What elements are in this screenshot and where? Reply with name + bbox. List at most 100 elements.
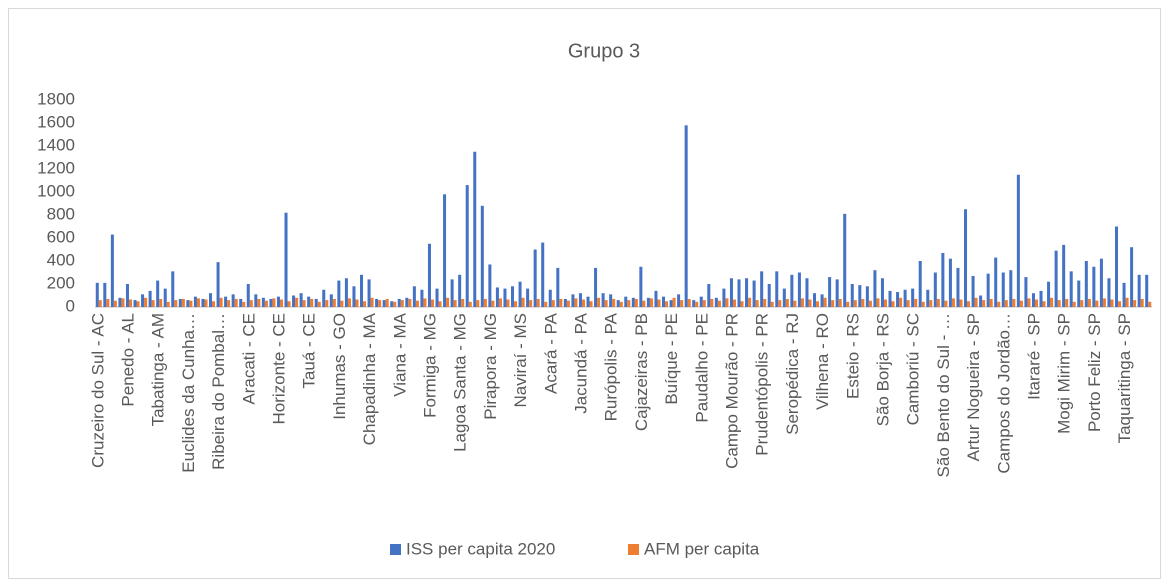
bar bbox=[1042, 301, 1046, 307]
bar bbox=[581, 299, 585, 307]
bar bbox=[740, 301, 744, 307]
bar bbox=[710, 298, 714, 307]
x-tick-label: Prudentópolis - PR bbox=[753, 313, 772, 456]
bar bbox=[1133, 300, 1137, 307]
bar bbox=[98, 300, 102, 307]
bar bbox=[279, 299, 283, 307]
bar bbox=[548, 289, 552, 307]
y-tick-label: 600 bbox=[47, 227, 75, 246]
bar bbox=[823, 297, 827, 307]
bar bbox=[385, 298, 389, 307]
x-tick-label: Tauá - CE bbox=[300, 313, 319, 389]
bar bbox=[1050, 297, 1054, 307]
bar bbox=[405, 297, 409, 307]
x-tick-label: Penedo - AL bbox=[118, 313, 137, 407]
bar bbox=[239, 298, 243, 307]
bar bbox=[1004, 300, 1008, 307]
bar bbox=[1092, 266, 1096, 307]
x-tick-label: Mogi Mirim - SP bbox=[1055, 313, 1074, 434]
bar bbox=[903, 289, 907, 307]
bar bbox=[103, 282, 107, 307]
x-tick-label: Inhumas - GO bbox=[330, 313, 349, 420]
bar bbox=[151, 300, 155, 307]
bar bbox=[876, 298, 880, 307]
bar bbox=[559, 298, 563, 307]
bar bbox=[921, 301, 925, 307]
bar bbox=[393, 301, 397, 307]
bar bbox=[264, 300, 268, 307]
bar bbox=[880, 278, 884, 307]
bar bbox=[224, 296, 228, 307]
bar bbox=[113, 300, 117, 307]
bar bbox=[808, 299, 812, 307]
bar bbox=[1024, 277, 1028, 307]
bar bbox=[956, 267, 960, 307]
bar bbox=[196, 298, 200, 307]
bar bbox=[473, 151, 477, 307]
bar bbox=[1087, 298, 1091, 307]
bar bbox=[989, 298, 993, 307]
bar bbox=[944, 300, 948, 307]
y-tick-label: 400 bbox=[47, 250, 75, 269]
y-tick-label: 800 bbox=[47, 204, 75, 223]
bar bbox=[269, 298, 273, 307]
bar bbox=[838, 298, 842, 307]
bar bbox=[1084, 261, 1088, 307]
bar bbox=[624, 296, 628, 307]
bar bbox=[597, 297, 601, 307]
bar bbox=[329, 294, 333, 307]
x-tick-label: Camboriú - SC bbox=[904, 313, 923, 425]
bar bbox=[375, 298, 379, 307]
bar bbox=[986, 273, 990, 307]
bar bbox=[619, 301, 623, 307]
bar bbox=[914, 298, 918, 307]
bar bbox=[443, 194, 447, 307]
bar bbox=[231, 294, 235, 307]
bar bbox=[1145, 274, 1149, 307]
bar bbox=[1065, 298, 1069, 307]
bar bbox=[1034, 299, 1038, 307]
x-tick-label: Buíque - PE bbox=[662, 313, 681, 405]
bar bbox=[1130, 247, 1134, 307]
bar bbox=[249, 300, 253, 307]
bar bbox=[732, 299, 736, 307]
bar bbox=[121, 298, 125, 307]
bar bbox=[828, 277, 832, 307]
bar bbox=[412, 286, 416, 307]
bar bbox=[458, 274, 462, 307]
bar bbox=[1001, 272, 1005, 307]
bar bbox=[189, 300, 193, 307]
bar bbox=[722, 288, 726, 307]
bar bbox=[400, 300, 404, 307]
bar bbox=[325, 300, 329, 307]
bar bbox=[714, 297, 718, 307]
bar bbox=[692, 300, 696, 307]
bar bbox=[959, 299, 963, 307]
bar bbox=[642, 300, 646, 307]
bar bbox=[257, 298, 261, 307]
bar bbox=[1137, 274, 1141, 307]
bar bbox=[254, 294, 258, 307]
bar bbox=[911, 288, 915, 307]
bar bbox=[971, 275, 975, 307]
bar bbox=[450, 279, 454, 307]
bar bbox=[491, 300, 495, 307]
bar bbox=[533, 249, 537, 307]
bar bbox=[216, 262, 220, 307]
y-tick-label: 1800 bbox=[37, 89, 75, 108]
bar bbox=[360, 274, 364, 307]
y-tick-label: 1400 bbox=[37, 135, 75, 154]
x-tick-label: Formiga - MG bbox=[420, 313, 439, 418]
bar bbox=[926, 289, 930, 307]
bar bbox=[556, 267, 560, 307]
bar bbox=[378, 300, 382, 307]
bar bbox=[166, 301, 170, 307]
bar bbox=[186, 300, 190, 307]
bar bbox=[521, 297, 525, 307]
bar bbox=[317, 301, 321, 307]
bar bbox=[604, 300, 608, 307]
bar bbox=[835, 279, 839, 307]
x-tick-label: Naviraí - MS bbox=[511, 313, 530, 407]
bar bbox=[1069, 271, 1073, 307]
bar bbox=[340, 300, 344, 307]
